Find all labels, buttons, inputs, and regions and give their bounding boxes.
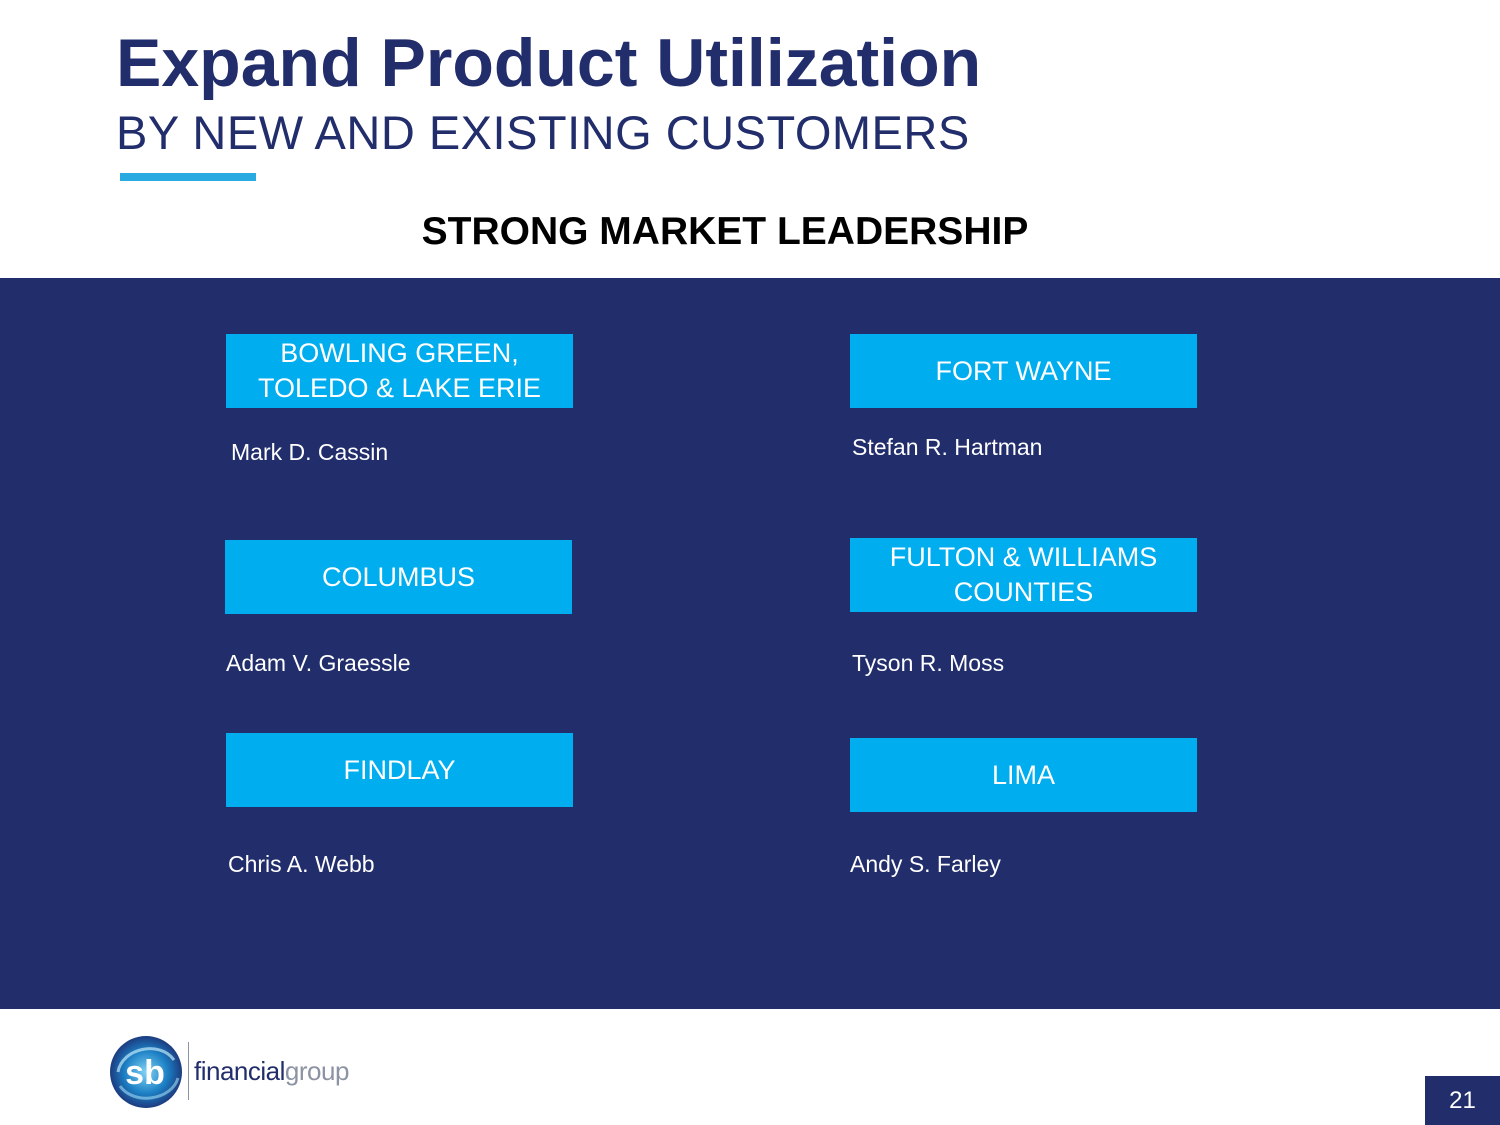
logo-wordmark: financialgroup	[194, 1056, 349, 1087]
market-box-fort-wayne: FORT WAYNE	[850, 334, 1197, 408]
logo-wordmark-bold: financial	[194, 1056, 285, 1086]
market-box-lima: LIMA	[850, 738, 1197, 812]
leader-name-fort-wayne: Stefan R. Hartman	[852, 434, 1043, 460]
page-subtitle: BY NEW AND EXISTING CUSTOMERS	[116, 106, 970, 159]
page-number: 21	[1425, 1076, 1500, 1125]
market-box-bowling-green: BOWLING GREEN, TOLEDO & LAKE ERIE	[226, 334, 573, 408]
market-box-fulton-williams: FULTON & WILLIAMS COUNTIES	[850, 538, 1197, 612]
leader-name-columbus: Adam V. Graessle	[226, 650, 411, 676]
logo-mark-text: sb	[125, 1054, 165, 1092]
leader-name-findlay: Chris A. Webb	[228, 851, 375, 877]
market-box-columbus: COLUMBUS	[225, 540, 572, 614]
leader-name-fulton-williams: Tyson R. Moss	[852, 650, 1005, 676]
market-box-findlay: FINDLAY	[226, 733, 573, 807]
leader-name-bowling-green: Mark D. Cassin	[231, 439, 389, 465]
section-heading: STRONG MARKET LEADERSHIP	[421, 210, 1029, 253]
logo-wordmark-light: group	[284, 1056, 350, 1086]
swirl-logo-icon: sb	[110, 1036, 182, 1108]
page-title: Expand Product Utilization	[116, 25, 982, 101]
leader-name-lima: Andy S. Farley	[850, 851, 1001, 877]
market-leadership-panel	[0, 278, 1500, 1009]
company-logo: sb financialgroup	[108, 1034, 358, 1110]
title-accent-divider	[120, 173, 256, 181]
logo-divider	[188, 1042, 189, 1100]
